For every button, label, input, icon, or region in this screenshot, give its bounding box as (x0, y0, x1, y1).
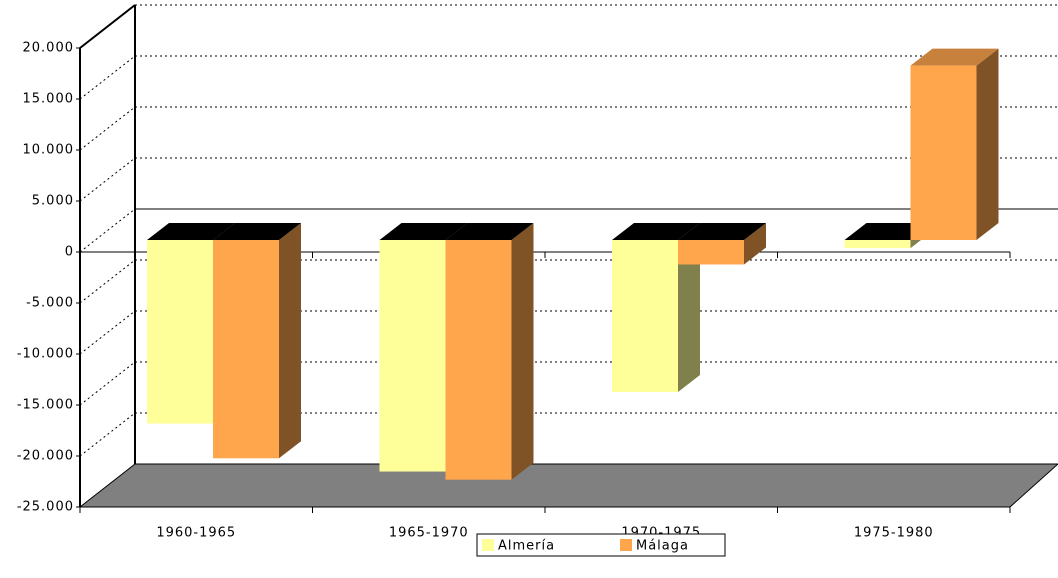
bar-top (612, 223, 700, 240)
legend-box (476, 533, 726, 557)
x-tick-label: 1960-1965 (156, 526, 236, 541)
legend-swatch (482, 539, 494, 551)
bar (844, 240, 911, 249)
bar (147, 240, 213, 424)
bar (612, 240, 678, 392)
bar (910, 65, 977, 240)
bar-side (511, 223, 534, 480)
bar (678, 240, 744, 265)
bar-top (445, 223, 534, 240)
y-tick-label: 0 (65, 245, 74, 260)
y-axis-back (79, 4, 136, 49)
grid-line (79, 208, 136, 253)
x-tick-label: 1965-1970 (389, 526, 469, 541)
y-tick-label: -25.000 (17, 500, 74, 515)
bar-side (744, 223, 766, 265)
bar (213, 240, 279, 459)
bar-top (213, 223, 301, 240)
bar (379, 240, 446, 472)
grid-line (79, 361, 136, 406)
y-tick-label: -5.000 (26, 296, 74, 311)
grid-line (79, 412, 136, 457)
grid-line (79, 55, 136, 100)
bar-top (147, 223, 235, 240)
grid-line (79, 106, 136, 151)
y-tick-label: -15.000 (17, 398, 74, 413)
grid-line (79, 259, 136, 304)
legend: Almería Málaga (476, 533, 726, 557)
bar-side (976, 48, 999, 240)
y-tick-label: -20.000 (17, 449, 74, 464)
legend-label: Málaga (636, 539, 689, 554)
x-tick-label: 1975-1980 (854, 526, 934, 541)
bar-top (910, 48, 999, 66)
legend-label: Almería (498, 539, 555, 554)
grid-line (79, 157, 136, 202)
y-tick-label: 5.000 (32, 194, 74, 209)
y-tick-label: -10.000 (17, 347, 74, 362)
bar-side (678, 223, 700, 392)
y-tick-label: 20.000 (23, 41, 75, 56)
y-tick-label: 10.000 (23, 143, 75, 158)
bar-top (379, 223, 468, 240)
floor (78, 463, 1058, 508)
bar-top (678, 223, 766, 240)
grid-line (79, 310, 136, 355)
bar-side (279, 223, 301, 459)
legend-swatch (620, 539, 632, 551)
bar (445, 240, 512, 480)
y-tick-label: 15.000 (23, 92, 75, 107)
